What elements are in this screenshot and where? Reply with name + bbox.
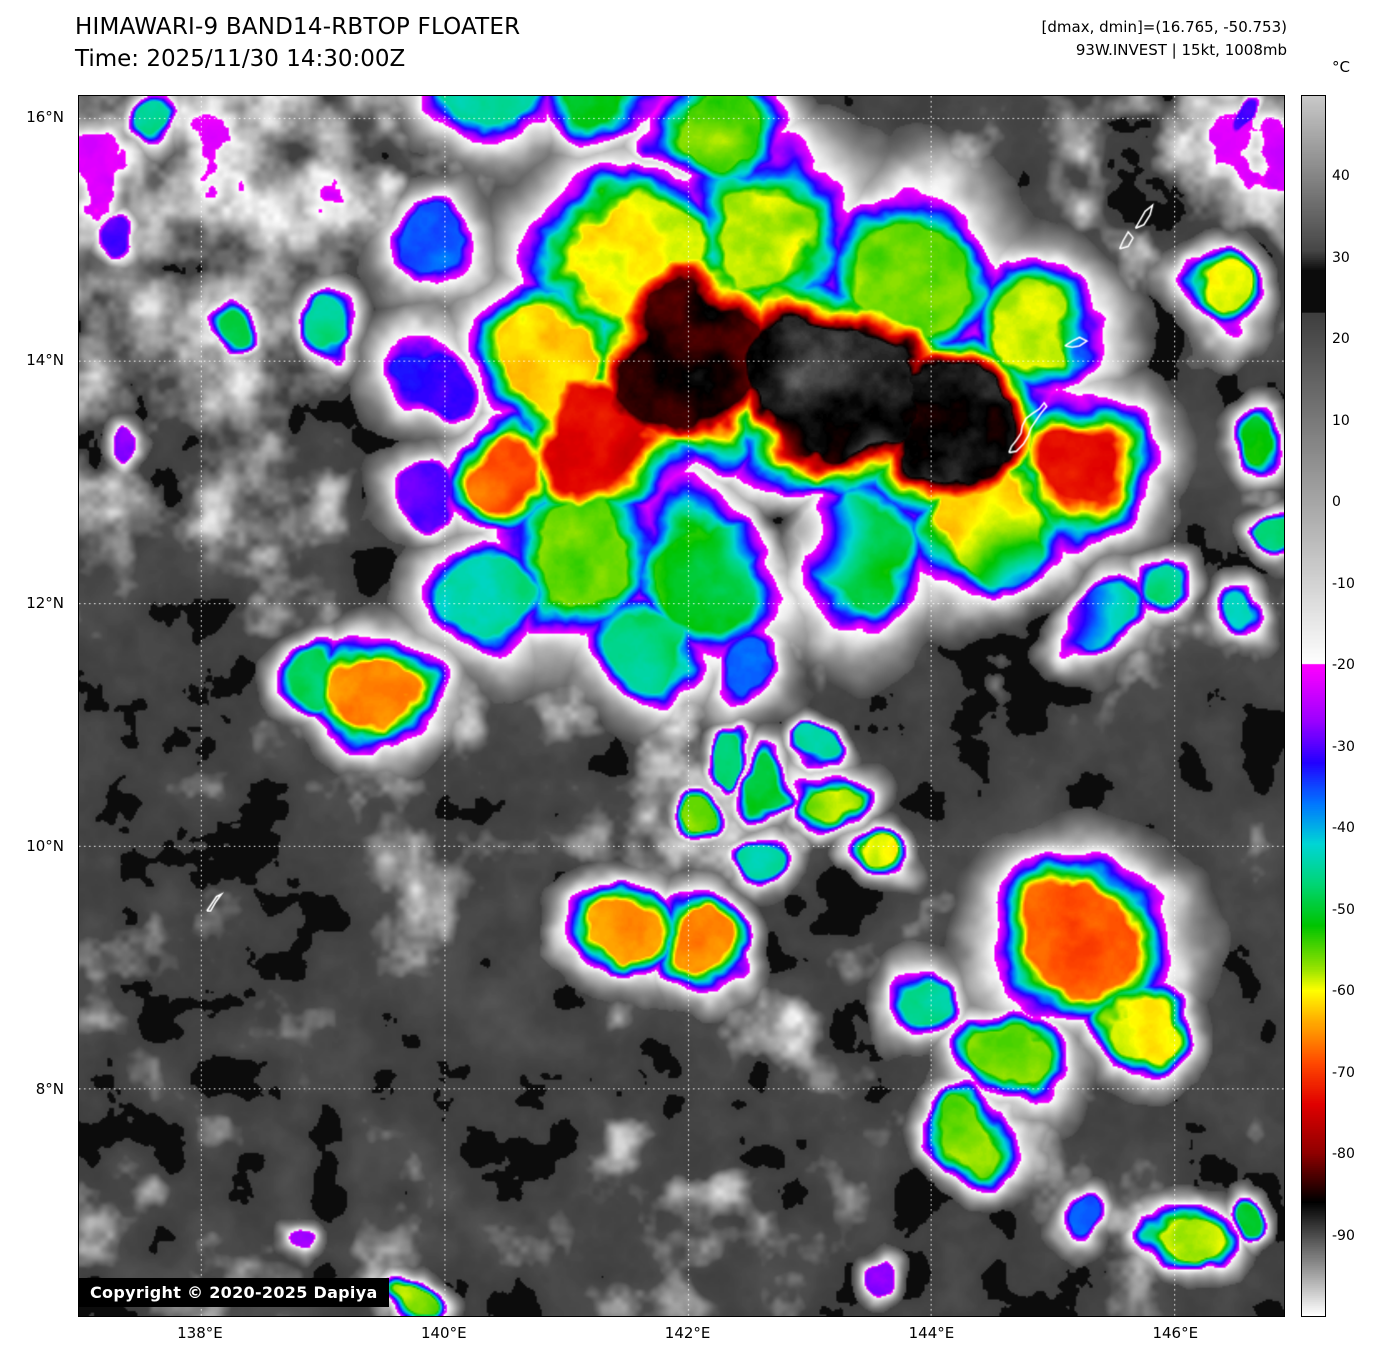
storm-status-readout: 93W.INVEST | 15kt, 1008mb [1075, 41, 1287, 60]
lon-tick-label: 140°E [420, 1324, 467, 1342]
colorbar-tick-label: -90 [1332, 1227, 1355, 1244]
colorbar-tick-labels: 40 30 20 10 0 -10 -20 -30 -40 -50 -60 -70 -80 -90 [1332, 95, 1388, 1317]
colorbar-canvas [1302, 96, 1325, 1316]
copyright-badge: Copyright © 2020-2025 Dapiya [79, 1278, 389, 1307]
lon-tick-label: 142°E [664, 1324, 711, 1342]
colorbar-tick-label: 0 [1332, 494, 1341, 511]
colorbar-tick-label: 20 [1332, 331, 1350, 348]
lat-tick-label: 16°N [26, 107, 64, 126]
colorbar-tick-label: -50 [1332, 901, 1355, 918]
lon-tick-label: 138°E [177, 1324, 223, 1342]
colorbar-tick-label: -20 [1332, 657, 1355, 674]
info-block: [dmax, dmin]=(16.765, -50.753) 93W.INVES… [1042, 16, 1287, 63]
dmax-dmin-readout: [dmax, dmin]=(16.765, -50.753) [1041, 18, 1287, 36]
lat-tick-label: 10°N [26, 836, 64, 855]
lat-tick-label: 12°N [26, 593, 64, 612]
colorbar-unit-label: °C [1332, 58, 1350, 76]
map-area: Copyright © 2020-2025 Dapiya [78, 95, 1285, 1317]
lon-tick-label: 146°E [1152, 1324, 1199, 1342]
lat-tick-label: 8°N [35, 1079, 64, 1098]
latitude-axis: 16°N 14°N 12°N 10°N 8°N [0, 95, 70, 1317]
colorbar-tick-label: 10 [1332, 412, 1350, 429]
colorbar-tick-label: -80 [1332, 1146, 1355, 1163]
colorbar-tick-label: -10 [1332, 575, 1355, 592]
colorbar-tick-label: -30 [1332, 738, 1355, 755]
longitude-axis: 138°E 140°E 142°E 144°E 146°E [78, 1322, 1285, 1346]
lat-tick-label: 14°N [26, 350, 64, 369]
page-title: HIMAWARI-9 BAND14-RBTOP FLOATER [75, 14, 521, 40]
colorbar [1301, 95, 1326, 1317]
colorbar-tick-label: 40 [1332, 168, 1350, 185]
colorbar-tick-label: 30 [1332, 249, 1350, 266]
colorbar-tick-label: -40 [1332, 820, 1355, 837]
colorbar-tick-label: -60 [1332, 983, 1355, 1000]
lon-tick-label: 144°E [908, 1324, 955, 1342]
timestamp: Time: 2025/11/30 14:30:00Z [75, 46, 406, 72]
grid-overlay-canvas [79, 96, 1284, 1316]
colorbar-tick-label: -70 [1332, 1064, 1355, 1081]
